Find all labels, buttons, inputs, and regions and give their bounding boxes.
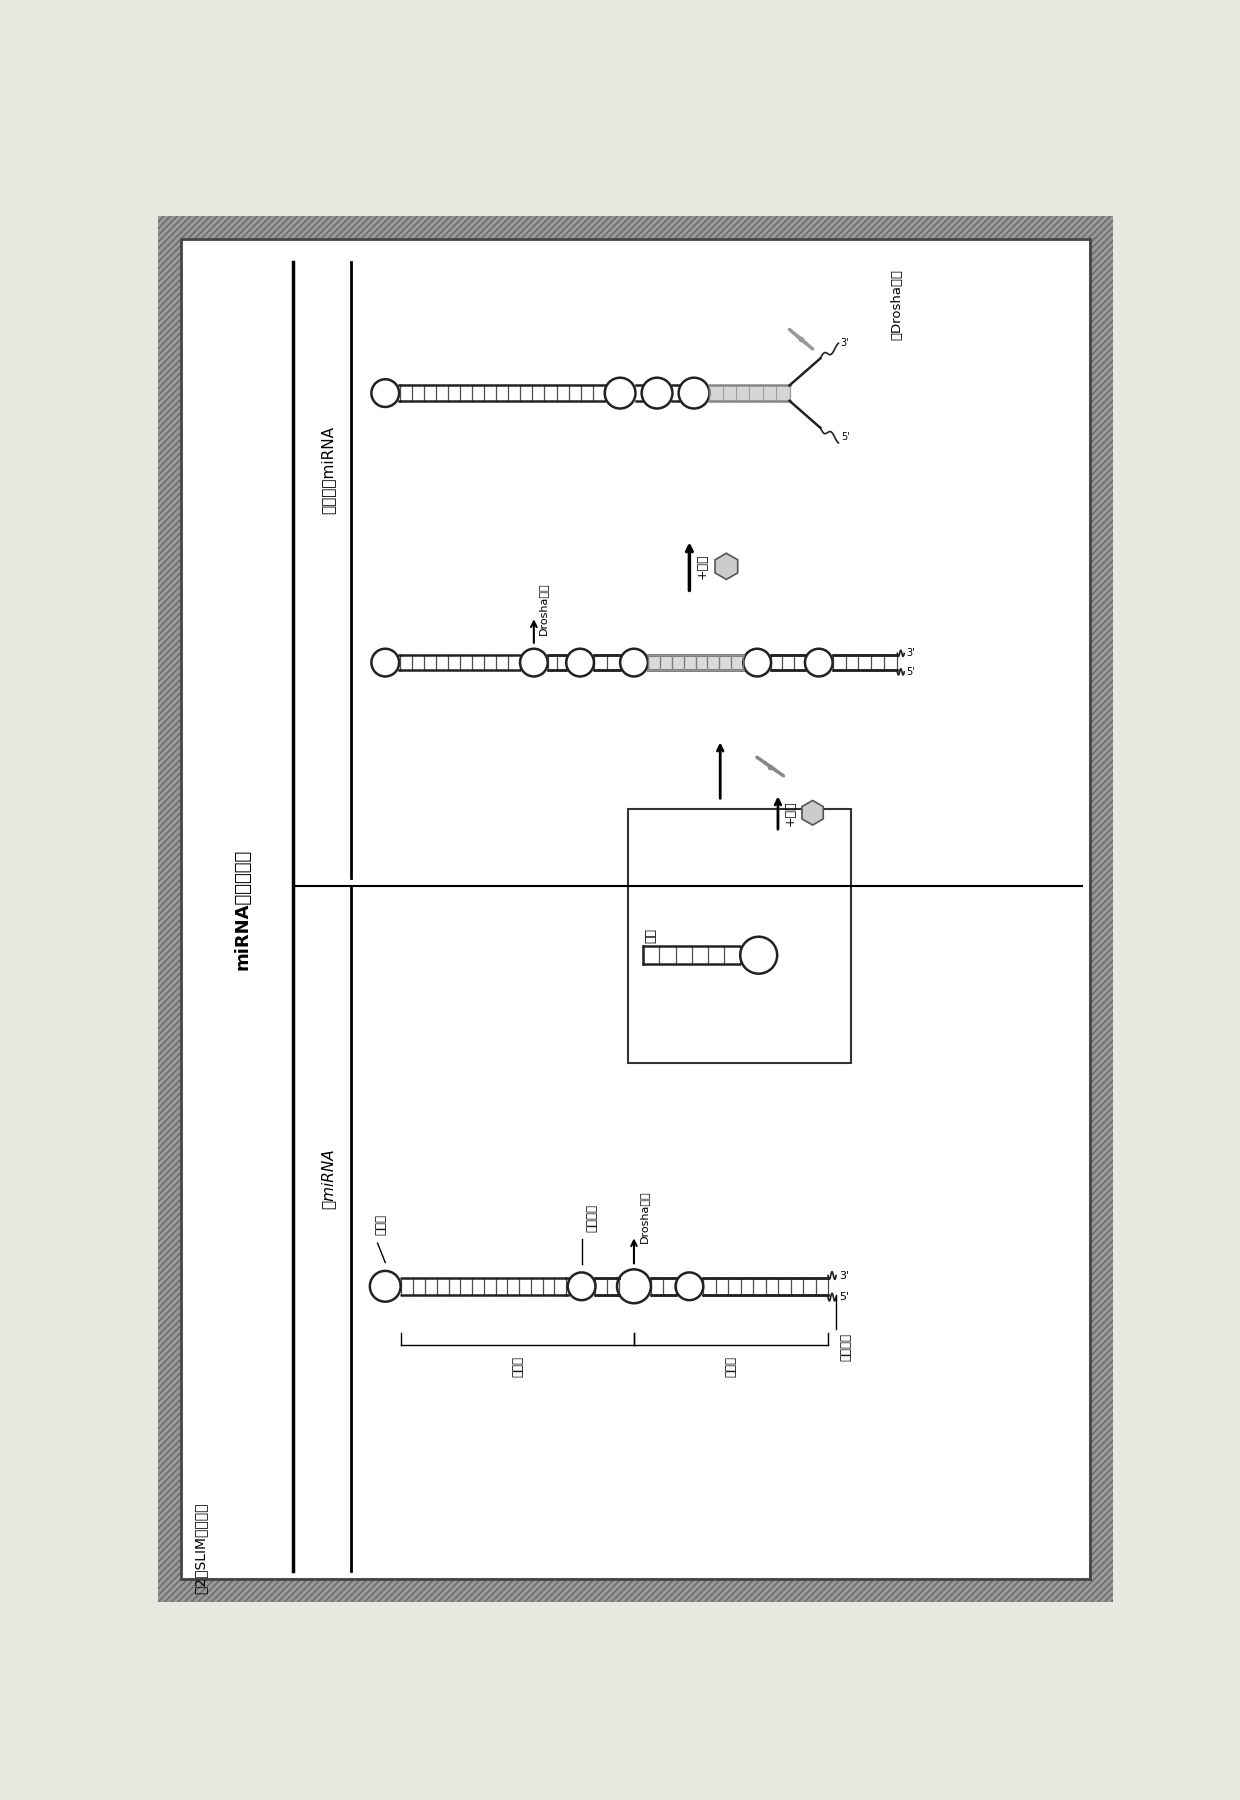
Text: 顶端连接: 顶端连接 <box>585 1204 599 1231</box>
Text: 初miRNA: 初miRNA <box>320 1148 335 1210</box>
Circle shape <box>618 1269 651 1303</box>
Text: +配体: +配体 <box>696 554 708 580</box>
Circle shape <box>520 648 548 677</box>
Text: 上部茎: 上部茎 <box>511 1357 525 1377</box>
Text: 图2：SLIM开关设计: 图2：SLIM开关设计 <box>193 1503 207 1593</box>
Text: 可切换的miRNA: 可切换的miRNA <box>320 427 335 515</box>
Text: 3': 3' <box>906 648 915 659</box>
Circle shape <box>641 378 672 409</box>
Bar <box>157 1579 1114 1602</box>
Text: 末端环: 末端环 <box>374 1215 388 1235</box>
Circle shape <box>372 648 399 677</box>
Circle shape <box>370 1271 401 1301</box>
Circle shape <box>620 648 647 677</box>
Circle shape <box>743 648 771 677</box>
Text: 5': 5' <box>841 432 849 441</box>
Text: 基础连接: 基础连接 <box>839 1334 853 1361</box>
Circle shape <box>805 648 832 677</box>
Text: 3': 3' <box>841 338 849 349</box>
Text: 3': 3' <box>839 1271 849 1280</box>
Text: Drosha切割: Drosha切割 <box>538 583 548 635</box>
Bar <box>157 216 181 1602</box>
Circle shape <box>740 936 777 974</box>
Text: Drosha切割: Drosha切割 <box>639 1190 649 1242</box>
Circle shape <box>567 648 594 677</box>
Circle shape <box>676 1273 703 1300</box>
Bar <box>627 808 851 1064</box>
Text: 适体: 适体 <box>645 929 657 943</box>
Text: 下部茎: 下部茎 <box>724 1357 738 1377</box>
Text: 无Drosha切割: 无Drosha切割 <box>890 268 904 340</box>
Circle shape <box>568 1273 595 1300</box>
Bar <box>1090 216 1114 1602</box>
Text: 5': 5' <box>839 1292 849 1301</box>
Text: 5': 5' <box>906 666 915 677</box>
Circle shape <box>605 378 635 409</box>
Text: +配体: +配体 <box>784 799 797 826</box>
Circle shape <box>372 380 399 407</box>
Circle shape <box>678 378 709 409</box>
Text: miRNA开关的开发: miRNA开关的开发 <box>234 848 252 970</box>
Bar <box>157 216 1114 239</box>
